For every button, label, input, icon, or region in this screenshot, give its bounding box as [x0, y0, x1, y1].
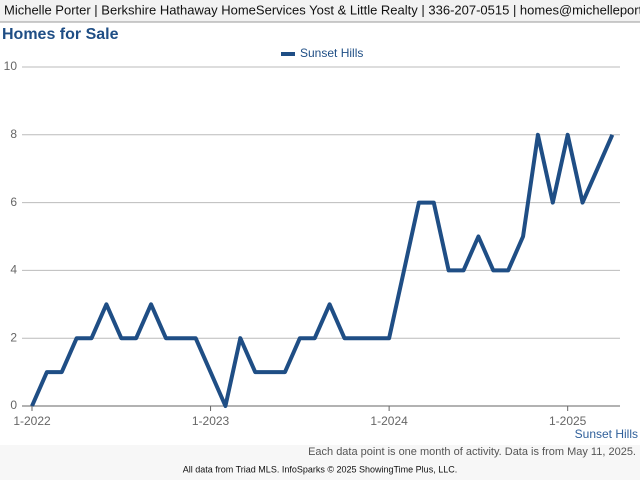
header-bg	[0, 0, 640, 22]
x-tick-label: 1-2024	[370, 414, 408, 428]
footer-bg	[0, 445, 640, 480]
x-tick-label: 1-2025	[549, 414, 587, 428]
footer: All data from Triad MLS. InfoSparks © 20…	[183, 464, 457, 474]
line-series	[30, 132, 615, 408]
legend-label: Sunset Hills	[300, 46, 363, 60]
series-label: Sunset Hills	[575, 427, 638, 441]
y-tick-label: 8	[10, 127, 17, 141]
y-tick-label: 6	[10, 195, 17, 209]
note: Each data point is one month of activity…	[308, 446, 636, 458]
header: Michelle Porter | Berkshire Hathaway Hom…	[4, 2, 640, 17]
y-tick-label: 4	[10, 263, 17, 277]
y-tick-label: 0	[10, 398, 17, 412]
x-tick-label: 1-2022	[13, 414, 51, 428]
chart-title: Homes for Sale	[2, 26, 119, 43]
x-tick-label: 1-2023	[192, 414, 230, 428]
y-tick-label: 10	[4, 59, 18, 73]
y-tick-label: 2	[10, 330, 17, 344]
